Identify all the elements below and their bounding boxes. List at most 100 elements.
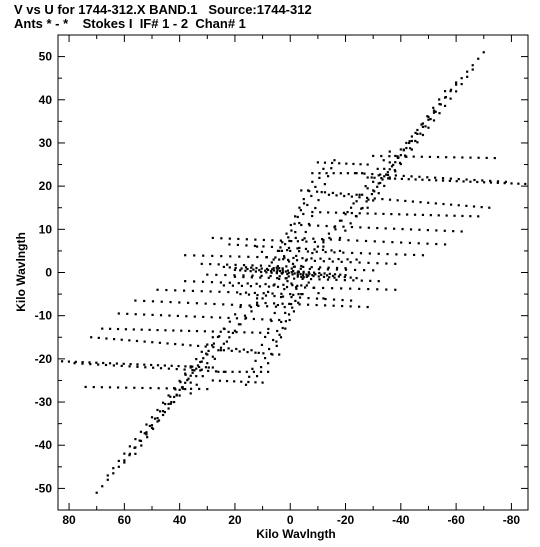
uv-point <box>302 272 305 275</box>
uv-point <box>413 213 417 216</box>
uv-point <box>198 387 201 391</box>
uv-point <box>376 288 379 291</box>
uv-point <box>148 328 151 331</box>
uv-point <box>373 240 376 243</box>
uv-point <box>432 111 436 114</box>
uv-point <box>163 411 166 414</box>
uv-point <box>339 273 342 276</box>
uv-point <box>370 193 373 196</box>
uv-point <box>196 344 200 348</box>
uv-point <box>178 301 181 304</box>
uv-point <box>449 88 453 91</box>
uv-point <box>283 288 286 291</box>
uv-point <box>510 182 513 185</box>
uv-point <box>239 292 242 296</box>
uv-point <box>279 239 282 242</box>
uv-point <box>350 195 353 198</box>
uv-point <box>304 230 307 234</box>
uv-point <box>273 283 276 286</box>
uv-point <box>189 381 192 384</box>
uv-point <box>243 314 247 317</box>
uv-point <box>268 264 271 267</box>
x-tick-label: -40 <box>392 513 410 527</box>
y-tick-label: -20 <box>35 352 53 366</box>
uv-point <box>284 327 287 330</box>
uv-point <box>421 125 425 128</box>
uv-point <box>169 395 172 398</box>
uv-point <box>273 294 276 298</box>
uv-point <box>352 202 355 205</box>
uv-point <box>482 51 485 54</box>
uv-point <box>326 274 329 277</box>
uv-point <box>239 305 242 309</box>
uv-point <box>321 238 324 241</box>
uv-point <box>242 274 245 277</box>
uv-point <box>380 176 383 180</box>
uv-point <box>315 250 318 253</box>
uv-point <box>167 402 170 406</box>
uv-point <box>231 284 234 287</box>
uv-point <box>377 174 380 177</box>
uv-point <box>239 304 242 307</box>
uv-point <box>275 270 279 273</box>
uv-point <box>191 368 194 372</box>
uv-point <box>310 257 313 260</box>
uv-point <box>139 439 143 443</box>
uv-point <box>409 228 413 231</box>
uv-point <box>143 432 146 435</box>
uv-point <box>128 452 131 455</box>
uv-point <box>449 90 452 93</box>
uv-point <box>231 370 234 373</box>
uv-point <box>304 259 308 262</box>
uv-point <box>400 241 403 244</box>
uv-point <box>206 343 209 346</box>
uv-point <box>305 273 308 276</box>
uv-point <box>400 177 404 181</box>
uv-point <box>212 346 215 349</box>
uv-point <box>117 459 120 463</box>
uv-point <box>189 374 192 377</box>
y-tick-label: 40 <box>39 93 53 107</box>
uv-point <box>264 335 267 339</box>
uv-point <box>193 369 196 372</box>
uv-point <box>387 177 390 180</box>
uv-point <box>247 293 251 296</box>
uv-point <box>306 189 310 192</box>
uv-point <box>218 335 221 338</box>
uv-point <box>388 155 391 158</box>
uv-point <box>280 249 284 253</box>
uv-point <box>228 320 231 323</box>
uv-point <box>158 341 161 344</box>
uv-point <box>304 247 308 251</box>
uv-point <box>287 236 290 239</box>
uv-point <box>218 290 221 293</box>
uv-point <box>272 338 275 342</box>
uv-point <box>469 156 472 159</box>
uv-point <box>267 327 270 331</box>
uv-point <box>112 338 116 341</box>
uv-point <box>381 197 384 201</box>
uv-point <box>346 210 349 214</box>
uv-point <box>314 206 317 210</box>
uv-point <box>246 282 249 285</box>
uv-point <box>199 360 202 364</box>
uv-point <box>358 212 361 215</box>
uv-point <box>328 257 331 260</box>
uv-point <box>233 380 236 383</box>
uv-point <box>259 331 262 334</box>
uv-point <box>420 155 423 158</box>
uv-point <box>233 329 237 332</box>
uv-point <box>450 203 453 206</box>
uv-point <box>279 336 283 339</box>
uv-point <box>381 178 384 181</box>
uv-point <box>367 226 370 229</box>
uv-point <box>207 369 210 373</box>
uv-point <box>390 213 393 216</box>
uv-point <box>344 229 347 232</box>
uv-point <box>434 176 437 179</box>
uv-point <box>335 268 339 271</box>
uv-point <box>143 299 146 303</box>
uv-point <box>438 112 441 115</box>
uv-point <box>81 362 84 365</box>
uv-point <box>151 300 155 303</box>
